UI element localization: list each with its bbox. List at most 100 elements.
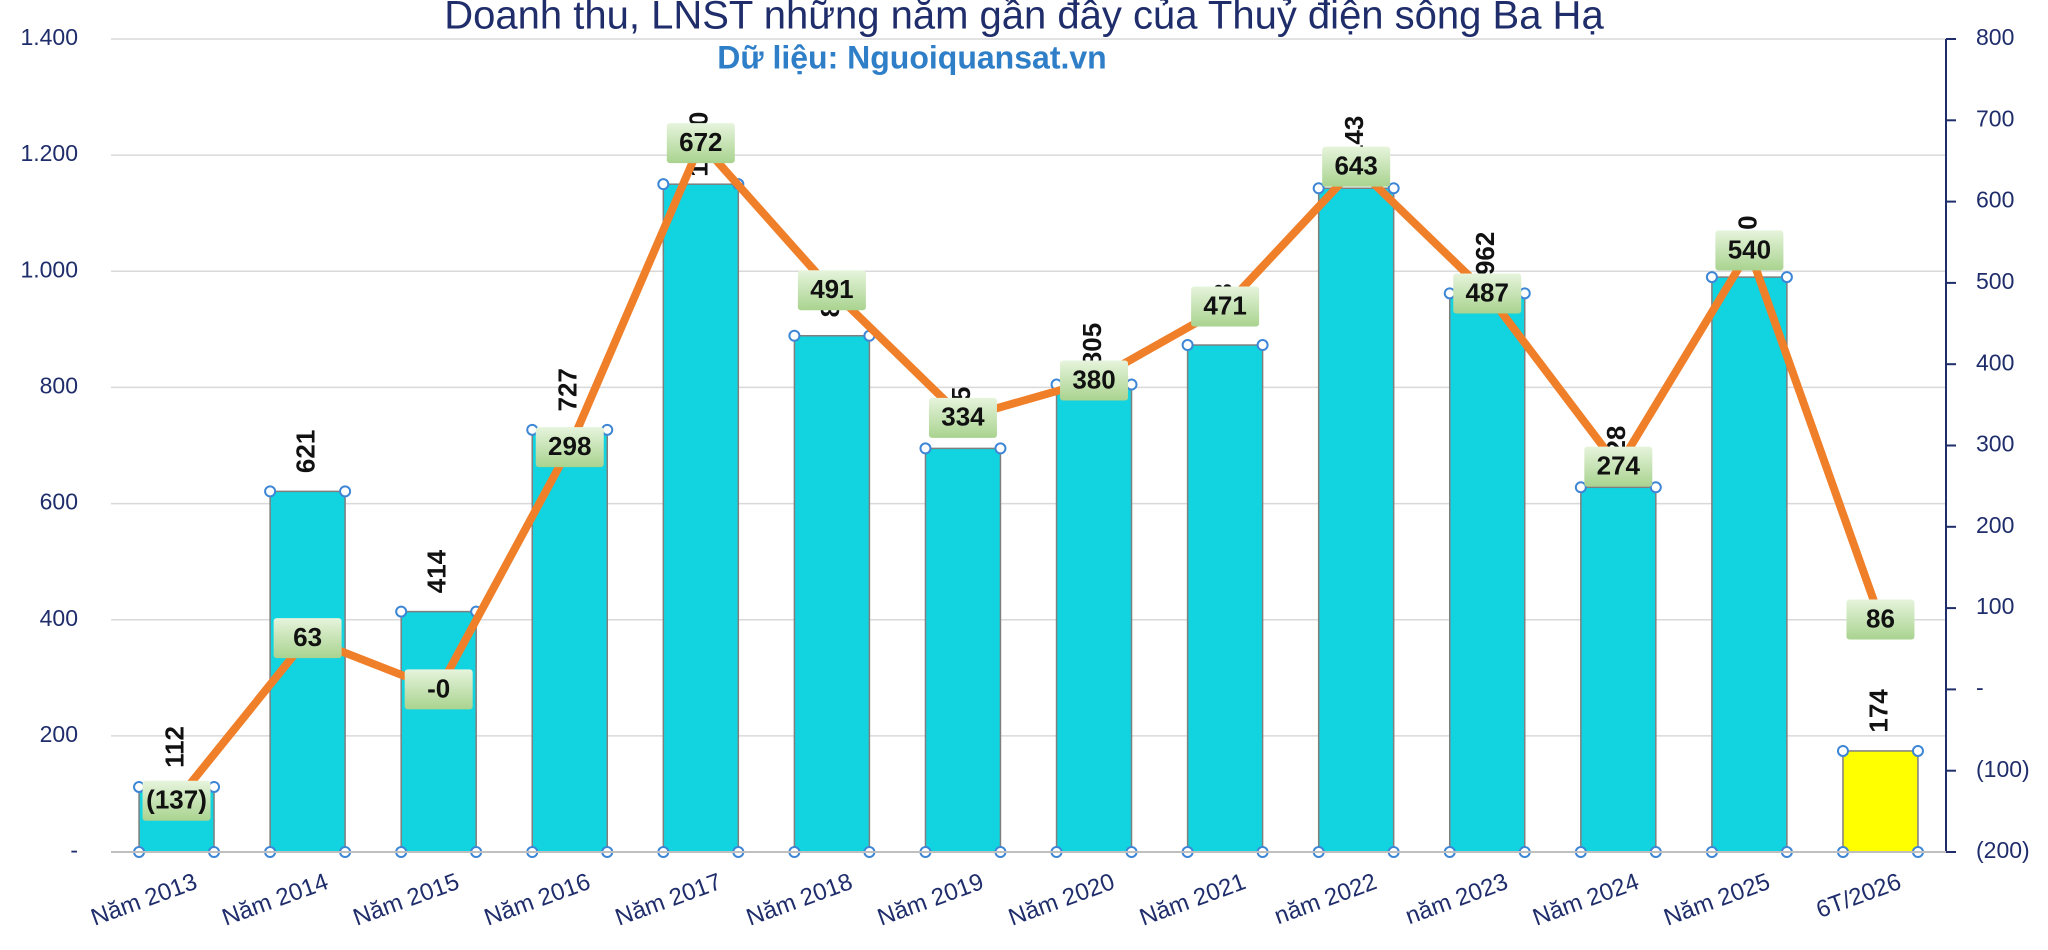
bar-handle xyxy=(1574,481,1587,494)
line-value-label: 540 xyxy=(1728,234,1771,264)
line-value-label: 487 xyxy=(1466,277,1509,307)
line-label-box xyxy=(535,427,604,468)
bar-value-label: 174 xyxy=(1863,689,1893,733)
line-value-label: (137) xyxy=(146,785,207,815)
bar-handle xyxy=(1387,182,1400,195)
line-value-label: 471 xyxy=(1203,290,1246,320)
line-value-label: 86 xyxy=(1866,603,1895,633)
x-tick-label: Năm 2014 xyxy=(219,868,332,931)
y2-tick-label: 300 xyxy=(1976,431,2014,457)
y2-tick-label: 100 xyxy=(1976,593,2014,619)
bar xyxy=(1842,750,1919,853)
bar-handle xyxy=(339,485,352,498)
x-tick-label: Năm 2020 xyxy=(1005,868,1118,931)
bar xyxy=(924,447,1002,853)
bar xyxy=(400,610,477,853)
x-tick-label: Năm 2018 xyxy=(743,868,856,931)
chart-subtitle: Dữ liệu: Nguoiquansat.vn xyxy=(717,39,1106,75)
bar-handle xyxy=(1312,182,1325,195)
x-tick-label: năm 2023 xyxy=(1402,868,1512,930)
x-tick-label: Năm 2013 xyxy=(87,868,200,931)
line-label-box xyxy=(797,270,866,311)
line-value-label: 380 xyxy=(1072,364,1115,394)
bar xyxy=(1055,383,1133,853)
line-label-box xyxy=(404,669,473,710)
bar xyxy=(1317,187,1395,853)
bar xyxy=(1186,344,1264,853)
bar-handle xyxy=(788,329,801,342)
x-tick-label: Năm 2021 xyxy=(1136,868,1249,931)
line-value-label: 63 xyxy=(293,622,322,652)
bar-value-label: 112 xyxy=(159,726,189,768)
line-label-box xyxy=(1322,146,1391,187)
line-label-box xyxy=(1715,230,1784,271)
line-label-box xyxy=(1453,273,1522,314)
y-tick-label: 1.400 xyxy=(20,24,78,50)
line-label-box xyxy=(1060,360,1129,401)
line-label-box xyxy=(1846,599,1915,640)
bar-value-label: 621 xyxy=(290,430,320,473)
plot: - 200 400 600 800 1.000 1.200 1.400 (200) (100) - 1… xyxy=(20,24,2029,931)
line-value-label: 298 xyxy=(548,431,591,461)
line-label-box xyxy=(1584,446,1653,487)
y-tick-label: 800 xyxy=(40,373,78,399)
y2-tick-label: (100) xyxy=(1976,756,2030,782)
bar xyxy=(662,183,740,853)
x-tick-label: Năm 2019 xyxy=(874,868,987,931)
bar-handle xyxy=(264,485,277,498)
line-value-label: 334 xyxy=(941,402,985,432)
line-label-box xyxy=(273,618,342,659)
y2-tick-label: 700 xyxy=(1976,105,2014,131)
bar-handle xyxy=(1649,481,1662,494)
y-tick-label: 1.200 xyxy=(20,140,78,166)
line-label-box xyxy=(1191,286,1260,327)
x-tick-label: 6T/2026 xyxy=(1813,868,1905,923)
bar-handle xyxy=(395,605,408,618)
x-tick-label: Năm 2015 xyxy=(350,868,463,931)
y2-tick-label: 200 xyxy=(1976,512,2014,538)
bar xyxy=(793,334,871,853)
bar-value-label: 805 xyxy=(1077,323,1107,366)
bar-handle xyxy=(1256,339,1269,352)
bar-value-label: 962 xyxy=(1470,232,1500,275)
line-value-label: 672 xyxy=(679,127,722,157)
bar xyxy=(1711,276,1788,853)
line xyxy=(173,139,1885,804)
x-tick-label: năm 2022 xyxy=(1271,868,1381,930)
x-tick-label: Năm 2025 xyxy=(1660,868,1773,931)
x-tick-label: Năm 2017 xyxy=(612,868,725,931)
bar-handle xyxy=(1836,744,1849,757)
y-tick-label: 400 xyxy=(40,605,78,631)
bar-handle xyxy=(1705,271,1718,284)
x-tick-label: Năm 2016 xyxy=(481,868,594,931)
y2-tick-label: 600 xyxy=(1976,187,2014,213)
bar-handle xyxy=(657,178,670,191)
y-tick-label: 200 xyxy=(40,721,78,747)
y2-tick-label: 500 xyxy=(1976,268,2014,294)
y2-tick-label: (200) xyxy=(1976,837,2030,863)
line-label-box xyxy=(666,123,735,164)
bar-value-label: 414 xyxy=(422,549,452,593)
y-tick-label: 600 xyxy=(40,489,78,515)
line-value-label: 491 xyxy=(810,274,853,304)
bar-handle xyxy=(1780,271,1793,284)
y-tick-label: - xyxy=(70,837,78,863)
bar-handle xyxy=(1911,744,1924,757)
bar-handle xyxy=(994,442,1007,455)
y2-tick-label: - xyxy=(1976,674,1984,700)
line-value-label: 643 xyxy=(1334,151,1377,181)
bar-handle xyxy=(1181,339,1194,352)
line-value-label: -0 xyxy=(427,673,450,703)
bar xyxy=(1449,292,1526,853)
y2-tick-label: 800 xyxy=(1976,24,2014,50)
line-label-box xyxy=(142,780,211,821)
x-tick-label: Năm 2024 xyxy=(1529,868,1642,931)
bar xyxy=(1580,486,1657,853)
bar-value-label: 727 xyxy=(553,368,583,411)
line-label-box xyxy=(928,397,997,438)
chart-title: Doanh thu, LNST những năm gần đây của Th… xyxy=(444,0,1604,38)
y-tick-label: 1.000 xyxy=(20,256,78,282)
bar-handle xyxy=(919,442,932,455)
y2-tick-label: 400 xyxy=(1976,349,2014,375)
